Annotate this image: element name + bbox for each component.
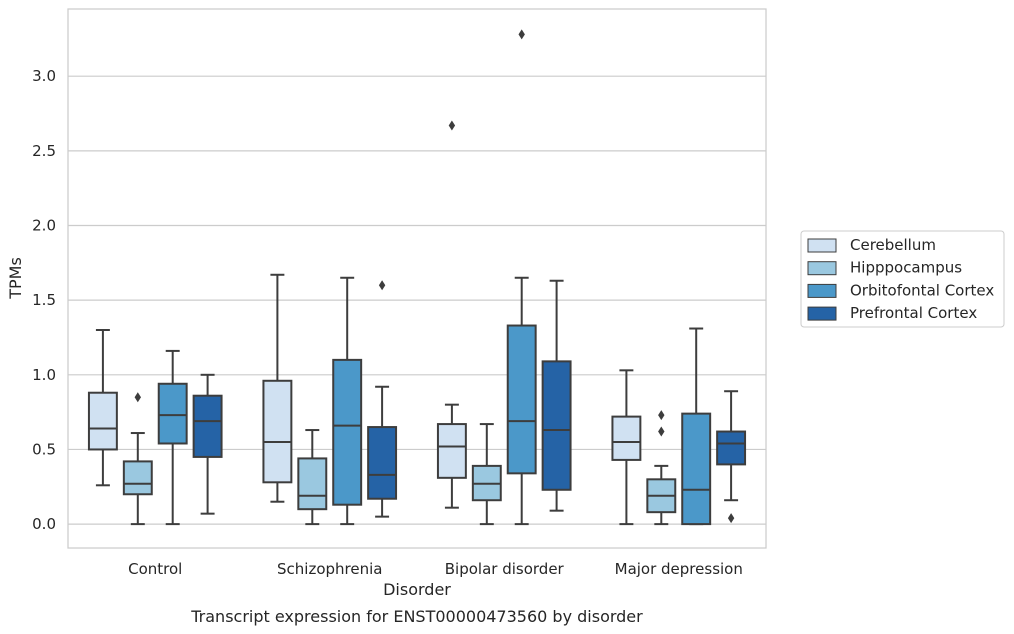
x-tick-labels: Control Schizophrenia Bipolar disorder Majo… [128, 560, 743, 578]
box-iqr [262, 379, 293, 484]
box-item [122, 392, 153, 526]
box-item [262, 273, 293, 503]
box-iqr [716, 430, 747, 466]
box-iqr [681, 412, 712, 526]
y-tick-label: 3.0 [32, 67, 56, 85]
box-iqr [87, 391, 118, 451]
legend-swatch [807, 283, 837, 298]
legend-swatch [807, 306, 837, 321]
box-item [367, 280, 398, 518]
box-iqr [192, 394, 223, 458]
x-tick-label: Major depression [615, 560, 743, 578]
legend-label: Cerebellum [850, 236, 936, 254]
plot-background [68, 9, 766, 548]
outlier-point [518, 29, 525, 40]
legend-frame [800, 230, 1005, 328]
y-tick-label: 2.0 [32, 216, 56, 234]
y-axis-title: TPMs [6, 257, 25, 300]
y-gridlines [68, 75, 766, 525]
box-iqr [436, 423, 467, 479]
y-tick-label: 1.5 [32, 291, 56, 309]
chart-caption: Transcript expression for ENST0000047356… [190, 607, 643, 626]
y-tick-labels: 0.0 0.5 1.0 1.5 2.0 2.5 3.0 [32, 67, 56, 533]
y-tick-label: 0.0 [32, 515, 56, 533]
box-item [157, 349, 188, 526]
outlier-point [658, 410, 665, 421]
box-item [646, 410, 677, 526]
y-tick-label: 2.5 [32, 142, 56, 160]
outlier-point [658, 426, 665, 437]
plot-frame [67, 8, 767, 549]
legend-swatch [807, 261, 837, 276]
box-iqr [297, 457, 328, 511]
legend-label: Orbitofontal Cortex [850, 281, 994, 299]
box-iqr [367, 426, 398, 500]
legend-label: Prefrontal Cortex [850, 304, 977, 322]
y-tick-label: 1.0 [32, 366, 56, 384]
legend-swatch [807, 238, 837, 253]
box-item [541, 279, 572, 512]
x-tick-label: Schizophrenia [277, 560, 382, 578]
legend-label: Hipppocampus [850, 259, 962, 277]
box-item [681, 327, 712, 526]
box-item [332, 276, 363, 526]
outlier-point [378, 280, 386, 291]
box-series-group [87, 29, 747, 526]
box-iqr [541, 360, 572, 491]
box-iqr [332, 358, 363, 506]
box-item [471, 423, 502, 526]
outlier-point [134, 392, 141, 403]
box-item [506, 29, 537, 526]
legend: Cerebellum Hipppocampus Orbitofontal Corte… [800, 230, 1005, 328]
x-tick-label: Bipolar disorder [445, 560, 565, 578]
outlier-point [448, 120, 456, 131]
box-item [87, 329, 118, 487]
box-item [716, 390, 747, 524]
box-item [611, 369, 642, 526]
outlier-point [727, 513, 735, 524]
box-iqr [506, 324, 537, 475]
x-axis-title: Disorder [383, 580, 451, 599]
box-item [297, 429, 328, 526]
box-iqr [611, 415, 642, 461]
x-tick-label: Control [128, 560, 182, 578]
y-tick-label: 0.5 [32, 440, 56, 458]
box-iqr [157, 382, 188, 445]
box-item [192, 373, 223, 515]
box-item [436, 120, 467, 509]
box-iqr [122, 460, 153, 496]
